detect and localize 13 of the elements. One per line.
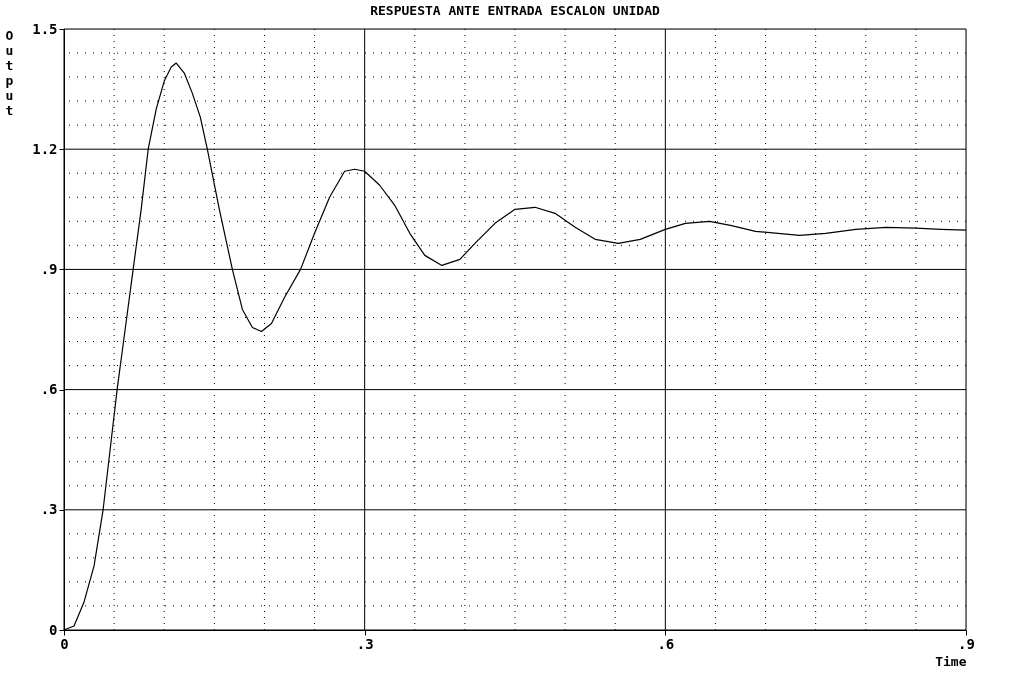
y-tick-label: .9 bbox=[40, 260, 58, 277]
x-tick-label: .6 bbox=[657, 635, 675, 652]
x-tick-label: 0 bbox=[60, 635, 69, 652]
y-tick-label: 1.2 bbox=[32, 140, 58, 157]
y-tick-label: 1.5 bbox=[32, 20, 58, 37]
y-tick-label: 0 bbox=[49, 621, 58, 638]
x-tick-label: .3 bbox=[356, 635, 374, 652]
y-axis-title: Output bbox=[5, 27, 14, 118]
y-tick-label: .3 bbox=[40, 501, 58, 518]
chart-title: RESPUESTA ANTE ENTRADA ESCALON UNIDAD bbox=[370, 3, 660, 18]
x-axis-title: Time bbox=[935, 653, 967, 669]
y-tick-label: .6 bbox=[40, 381, 58, 398]
x-tick-label: .9 bbox=[958, 635, 975, 652]
